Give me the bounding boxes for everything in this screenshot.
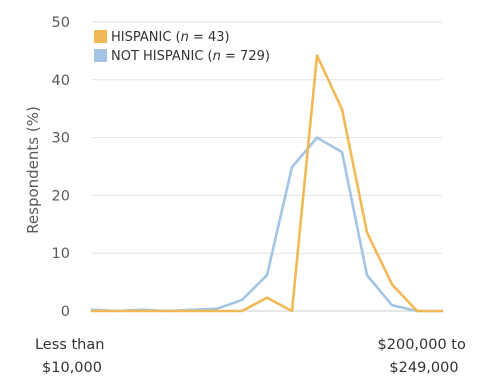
series-line-hispanic <box>90 54 444 313</box>
legend-swatch-hispanic <box>94 30 107 43</box>
x-end-label: $200,000 to $249,000 <box>378 337 471 376</box>
y-axis-title: Respondents (%) <box>24 106 42 234</box>
y-tick-label-20: 20 <box>52 188 70 204</box>
gridlines <box>92 21 442 312</box>
series-line-not-hispanic <box>90 136 444 313</box>
legend-label-hispanic: HISPANIC (n = 43) <box>111 30 230 45</box>
y-tick-label-10: 10 <box>52 246 70 262</box>
x-start-label: Less than $10,000 <box>35 337 109 376</box>
y-tick-label-0: 0 <box>61 304 70 320</box>
y-tick-labels: 0 10 20 30 40 50 <box>52 15 70 320</box>
x-start-label-line1: Less than <box>35 337 104 353</box>
x-end-label-line1: $200,000 to <box>378 337 466 353</box>
x-end-label-line2: $249,000 <box>389 360 458 376</box>
legend: HISPANIC (n = 43) NOT HISPANIC (n = 729) <box>94 30 270 64</box>
legend-swatch-not-hispanic <box>94 49 107 62</box>
series-lines <box>90 54 444 313</box>
x-start-label-line2: $10,000 <box>42 360 102 376</box>
y-tick-label-50: 50 <box>52 15 70 31</box>
y-tick-label-40: 40 <box>52 73 70 89</box>
y-tick-label-30: 30 <box>52 131 70 147</box>
legend-label-not-hispanic: NOT HISPANIC (n = 729) <box>111 49 270 64</box>
